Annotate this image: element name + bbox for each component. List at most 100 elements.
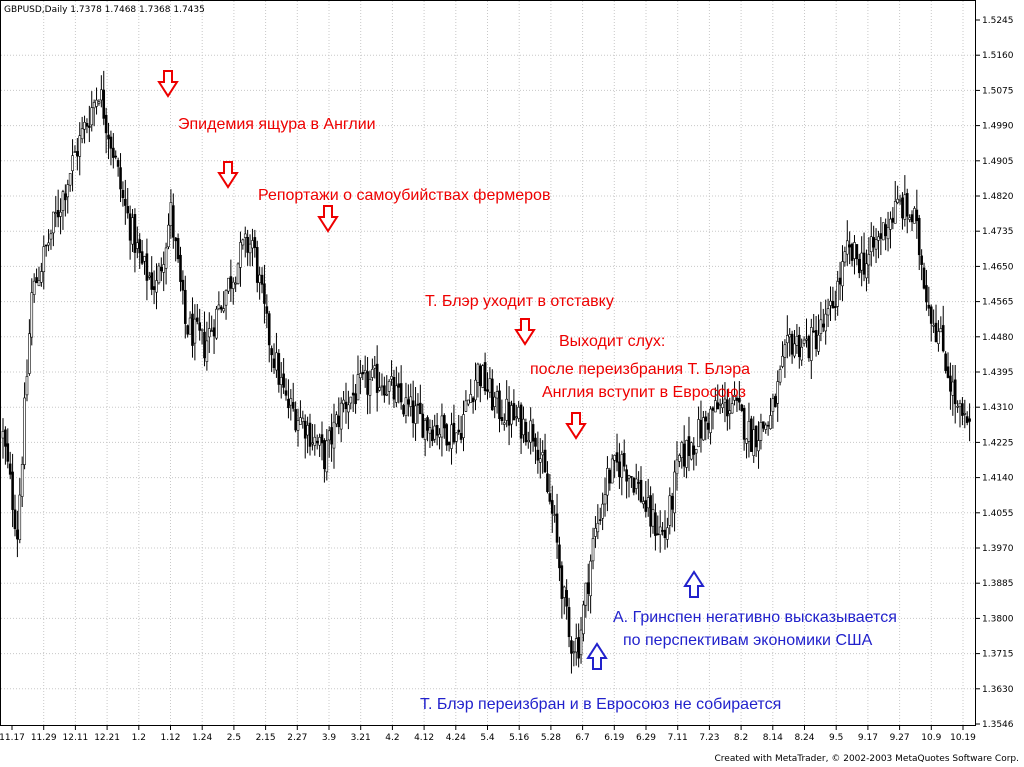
candle-body <box>522 418 525 436</box>
candle-body <box>901 197 904 219</box>
candle-body <box>634 478 638 489</box>
candle-body <box>656 533 660 536</box>
y-tick-label: 1.3800 <box>982 614 1014 624</box>
candle-body <box>289 398 293 406</box>
candle-body <box>44 244 48 247</box>
candle-body <box>332 421 336 449</box>
y-tick-label: 1.5075 <box>982 86 1014 96</box>
candle-body <box>821 323 825 328</box>
candle-body <box>246 237 249 253</box>
x-tick-label: 2.15 <box>256 733 276 743</box>
candle-body <box>28 333 31 374</box>
candle-body <box>462 414 465 438</box>
candle-body <box>586 582 590 594</box>
x-tick-label: 7.11 <box>668 733 688 743</box>
candle-body <box>750 418 753 452</box>
y-tick-label: 1.4820 <box>982 192 1014 202</box>
candle-body <box>265 306 269 314</box>
candle-body <box>795 336 799 346</box>
candle-body <box>438 433 441 438</box>
candle-body <box>155 280 158 293</box>
candle-body <box>879 233 883 239</box>
arrow-down-icon <box>157 70 179 98</box>
candle-body <box>862 252 866 275</box>
candle-body <box>217 304 221 309</box>
candle-body <box>956 405 959 408</box>
x-tick-label: 5.16 <box>509 733 529 743</box>
candle-body <box>349 396 353 404</box>
candle-body <box>654 512 657 536</box>
candle-body <box>467 399 470 405</box>
candle-body <box>786 335 789 344</box>
candle-body <box>666 527 669 540</box>
candle-body <box>582 604 585 635</box>
candle-body <box>428 427 432 434</box>
candle-body <box>426 417 429 431</box>
candle-body <box>323 440 326 470</box>
y-tick-label: 1.4225 <box>982 438 1014 448</box>
candle-body <box>119 167 122 190</box>
candle-body <box>769 415 772 430</box>
candle-body <box>318 437 321 446</box>
candle-body <box>908 217 911 220</box>
candle-body <box>826 308 830 316</box>
y-tick-label: 1.3630 <box>982 685 1014 695</box>
candle-body <box>342 399 345 405</box>
candle-body <box>392 376 396 400</box>
x-tick-label: 11.17 <box>0 733 25 743</box>
candle-body <box>642 501 645 505</box>
x-tick-label: 5.4 <box>480 733 495 743</box>
candle-body <box>627 475 631 479</box>
candle-body <box>646 497 650 509</box>
candle-body <box>270 348 273 356</box>
candle-body <box>905 193 909 217</box>
candle-body <box>690 442 693 460</box>
candle-body <box>630 476 633 478</box>
candle-body <box>831 300 835 309</box>
candle-body <box>855 244 859 260</box>
y-tick-label: 1.3715 <box>982 650 1014 660</box>
candle-body <box>416 403 420 406</box>
annotation-text: А. Гринспен негативно высказывается <box>613 609 897 626</box>
candle-body <box>668 495 672 526</box>
candle-body <box>239 242 242 268</box>
candle-body <box>277 353 281 385</box>
candle-body <box>680 442 684 458</box>
candle-body <box>68 173 72 186</box>
candle-body <box>754 425 758 448</box>
candle-body <box>910 214 914 223</box>
candle-body <box>500 417 504 421</box>
candle-body <box>620 454 624 478</box>
arrow-down-icon <box>217 161 239 189</box>
x-tick-label: 12.11 <box>63 733 89 743</box>
candle-body <box>205 340 209 362</box>
candle-body <box>248 243 252 254</box>
candle-body <box>404 397 408 417</box>
candle-body <box>272 358 276 368</box>
candle-body <box>299 417 302 425</box>
candle-body <box>507 401 511 426</box>
candle-body <box>498 390 501 420</box>
candle-body <box>133 214 137 253</box>
candle-body <box>944 353 947 371</box>
candle-body <box>637 482 640 484</box>
candle-body <box>167 224 170 248</box>
candle-body <box>716 402 720 410</box>
candle-body <box>162 264 166 273</box>
candle-body <box>459 433 463 440</box>
candle-body <box>210 330 213 332</box>
candle-body <box>263 283 266 304</box>
candle-body <box>414 405 417 424</box>
candle-body <box>877 236 880 241</box>
candle-body <box>395 385 398 403</box>
candle-body <box>886 226 890 240</box>
candle-body <box>752 429 756 456</box>
candles <box>1 70 971 674</box>
candle-body <box>435 425 439 436</box>
candle-body <box>663 529 667 539</box>
x-tick-label: 2.5 <box>227 733 241 743</box>
candle-body <box>788 334 792 338</box>
candle-body <box>231 281 235 289</box>
candle-body <box>361 371 365 375</box>
candle-body <box>723 398 727 403</box>
